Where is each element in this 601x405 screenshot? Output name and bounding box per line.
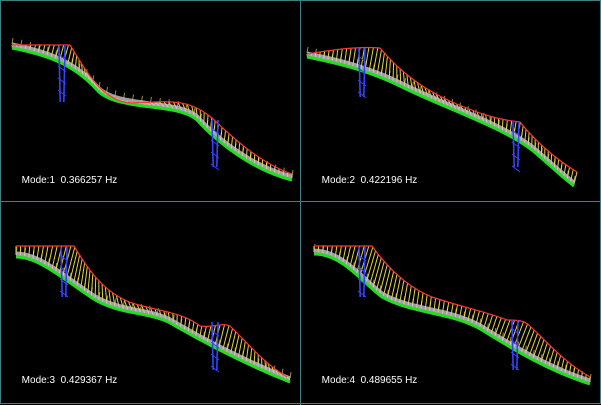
hanger-cable [367, 251, 376, 282]
tower-leg [359, 48, 360, 97]
tower-leg [513, 122, 514, 167]
tower-brace [512, 166, 520, 172]
mode-frequency: 0.489655 Hz [361, 375, 418, 386]
hanger-cable [383, 268, 390, 296]
mode-frequency: 0.366257 Hz [61, 175, 118, 186]
tower-brace [358, 92, 366, 98]
deck-core [314, 251, 590, 381]
tower-leg [61, 247, 62, 297]
tower-leg [512, 320, 513, 370]
viewport-mode-4[interactable]: Mode:4 0.489655 Hz [302, 202, 601, 402]
tower-brace [358, 291, 366, 297]
tower-brace [511, 364, 519, 370]
tower-leg [212, 120, 213, 167]
tower-brace [211, 366, 219, 372]
mode-number: Mode:4 [322, 375, 355, 386]
hanger-cable [81, 263, 85, 288]
tower-leg [64, 46, 65, 102]
hanger-cable [380, 265, 387, 293]
tower-leg [212, 322, 213, 370]
mode-label-3: Mode:3 0.429367 Hz [5, 363, 117, 399]
deck-core [12, 45, 292, 177]
hanger-cable [525, 330, 534, 354]
mode-frequency: 0.429367 Hz [61, 375, 118, 386]
viewport-divider-horizontal [1, 201, 601, 202]
viewport-mode-2[interactable]: Mode:2 0.422196 Hz [302, 2, 601, 202]
mode-label-1: Mode:1 0.366257 Hz [5, 163, 117, 199]
bridge-deck-mode-1 [12, 38, 293, 180]
hanger-cable [369, 48, 373, 72]
hanger-cable [373, 258, 381, 288]
mode-frequency: 0.422196 Hz [361, 175, 418, 186]
mode-number: Mode:2 [322, 175, 355, 186]
viewport-mode-3[interactable]: Mode:3 0.429367 Hz [2, 202, 301, 402]
hanger-cable [377, 50, 381, 74]
viewport-mode-1[interactable]: Mode:1 0.366257 Hz [2, 2, 301, 202]
bridge-deck-mode-3 [16, 246, 291, 382]
tower-leg [518, 122, 519, 167]
tower-leg [359, 247, 360, 297]
mode-label-4: Mode:4 0.489655 Hz [305, 363, 417, 399]
tower-brace [60, 291, 68, 297]
main-cable [12, 45, 292, 174]
hanger-cable [70, 251, 77, 281]
mode-number: Mode:3 [22, 375, 55, 386]
tower-leg [217, 120, 218, 167]
mode-number: Mode:1 [22, 175, 55, 186]
viewport-divider-vertical [300, 1, 301, 405]
mode-label-2: Mode:2 0.422196 Hz [305, 163, 417, 199]
tower-brace [211, 164, 219, 170]
